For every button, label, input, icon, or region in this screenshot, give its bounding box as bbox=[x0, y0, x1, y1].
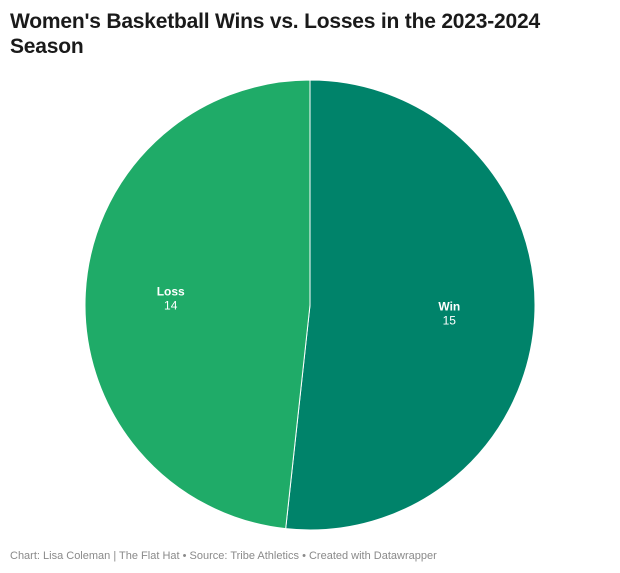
chart-credit: Chart: Lisa Coleman | The Flat Hat bbox=[10, 550, 180, 562]
slice-value-win: 15 bbox=[443, 314, 457, 328]
chart-source: Source: Tribe Athletics bbox=[189, 550, 299, 562]
slice-label-loss: Loss bbox=[157, 284, 185, 298]
pie-slice-win bbox=[285, 79, 536, 531]
pie-slice-loss bbox=[84, 79, 311, 530]
chart-tool-credit: Created with Datawrapper bbox=[308, 550, 437, 562]
footer-separator: • bbox=[182, 550, 187, 562]
chart-footer: Chart: Lisa Coleman | The Flat Hat • Sou… bbox=[10, 550, 437, 562]
slice-value-loss: 14 bbox=[164, 298, 178, 312]
footer-separator: • bbox=[302, 550, 306, 562]
slice-label-win: Win bbox=[438, 300, 460, 314]
chart-title: Women's Basketball Wins vs. Losses in th… bbox=[10, 10, 540, 58]
